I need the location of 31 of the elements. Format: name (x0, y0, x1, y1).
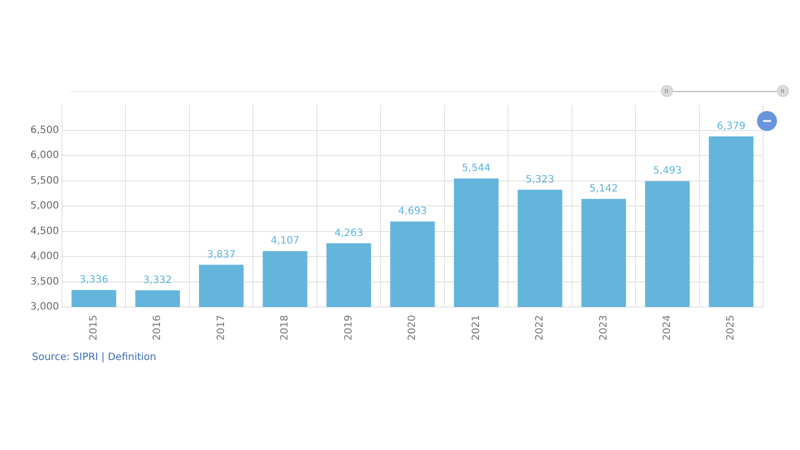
y-tick-label: 4,000 (30, 251, 59, 262)
source-note: Source: SIPRI | Definition (32, 352, 156, 363)
y-tick-label: 4,500 (30, 226, 59, 237)
y-tick-label: 3,500 (30, 276, 59, 288)
x-tick-label: 2023 (598, 315, 610, 340)
data-label: 4,263 (334, 228, 364, 239)
y-tick-label: 6,000 (30, 150, 59, 162)
data-label: 4,107 (270, 236, 300, 247)
data-label: 5,493 (653, 166, 682, 177)
y-tick-label: 5,500 (30, 175, 59, 186)
x-tick-label: 2015 (88, 315, 100, 340)
y-tick-label: 3,000 (30, 302, 59, 313)
x-tick-label: 2016 (152, 315, 164, 340)
data-label: 3,837 (207, 249, 236, 260)
x-tick-label: 2024 (662, 315, 674, 340)
data-label: 5,544 (462, 163, 491, 174)
x-tick-label: 2019 (343, 315, 354, 340)
x-tick-label: 2020 (407, 315, 418, 340)
data-label: 3,332 (143, 274, 172, 286)
data-label: 4,693 (398, 206, 427, 218)
data-label: 3,336 (80, 274, 108, 286)
y-tick-label: 6,500 (30, 124, 59, 136)
x-tick-label: 2022 (534, 315, 546, 340)
y-tick-label: 5,000 (30, 200, 59, 212)
data-label: 5,323 (526, 174, 554, 186)
data-label: 5,142 (589, 183, 618, 194)
data-label: 6,379 (716, 120, 746, 132)
x-tick-label: 2025 (726, 315, 737, 340)
x-tick-label: 2017 (216, 315, 227, 340)
x-tick-label: 2021 (470, 315, 482, 340)
x-tick-label: 2018 (280, 315, 291, 340)
